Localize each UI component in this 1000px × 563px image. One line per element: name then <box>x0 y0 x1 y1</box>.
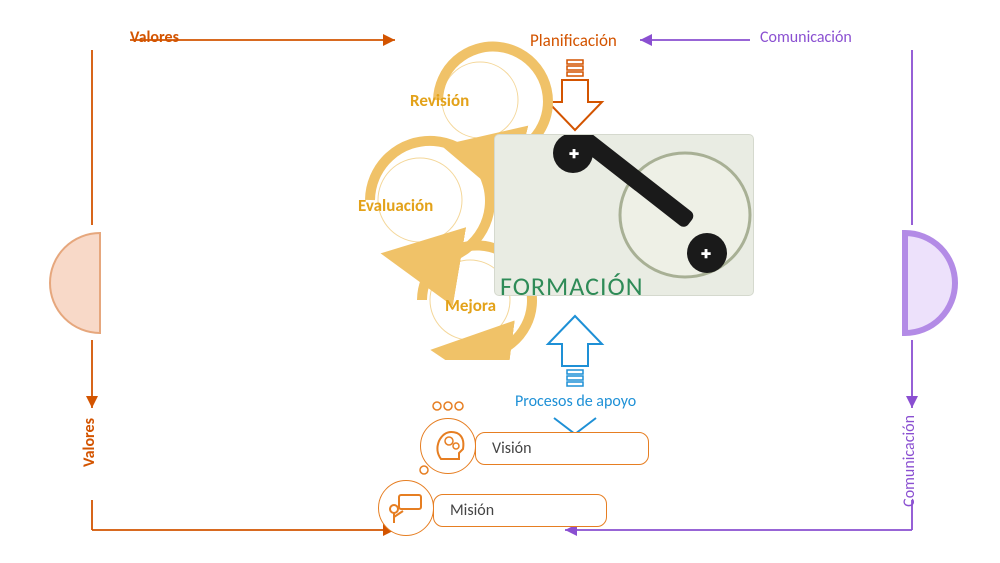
diagram-root: Valores Valores Comunicación Comunicació… <box>0 0 1000 563</box>
mejora-label: Mejora <box>445 295 496 316</box>
comunicacion-top-label: Comunicación <box>760 28 852 47</box>
vision-box: Visión <box>475 432 649 465</box>
up-arrow-blue <box>540 310 610 390</box>
revision-label: Revisión <box>410 90 469 111</box>
vision-icon <box>420 418 476 474</box>
formacion-title: FORMACIÓN <box>500 270 644 302</box>
procesos-apoyo-label: Procesos de apoyo <box>515 392 636 411</box>
comunicacion-bottom-label: Comunicación <box>900 415 919 507</box>
svg-text:✚: ✚ <box>701 248 711 262</box>
right-half-disc <box>885 223 965 343</box>
evaluacion-label: Evaluación <box>358 195 433 216</box>
mision-icon <box>378 480 434 536</box>
mision-box-label: Misión <box>450 501 494 520</box>
svg-text:✚: ✚ <box>569 148 579 162</box>
mision-box: Misión <box>433 494 607 527</box>
vision-box-label: Visión <box>492 439 532 458</box>
